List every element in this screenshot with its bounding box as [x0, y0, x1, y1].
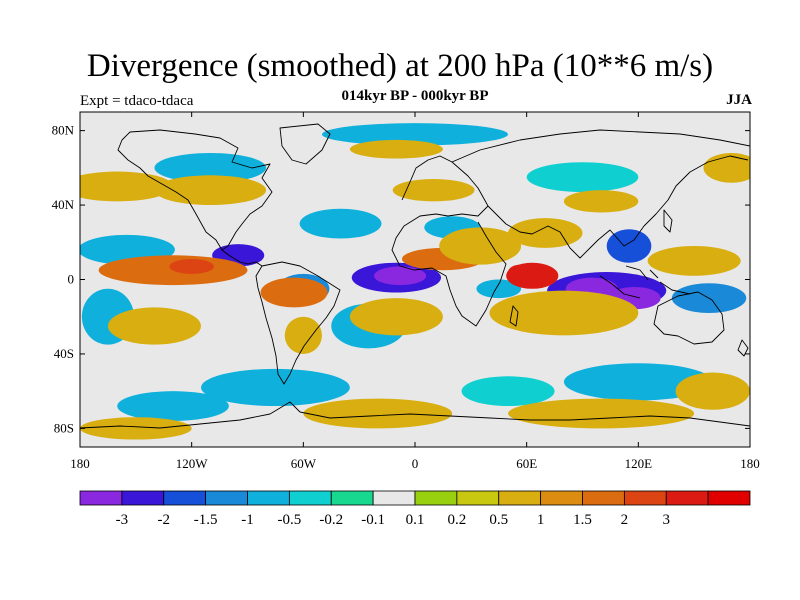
anomaly-blob-6	[606, 229, 652, 263]
anomaly-blob-15	[117, 391, 229, 421]
experiment-label: Expt = tdaco-tdaca	[80, 93, 194, 109]
colorbar-swatch-8	[414, 490, 458, 506]
colorbar-label: -1.5	[194, 512, 218, 528]
anomaly-blob-42	[675, 372, 750, 410]
anomaly-blob-44	[703, 152, 750, 183]
anomaly-blob-10	[299, 208, 382, 239]
anomaly-blob-36	[80, 171, 174, 202]
lon-tick-label: 180	[740, 456, 760, 471]
anomaly-blob-31	[489, 290, 639, 336]
lat-tick-label: 40S	[54, 346, 74, 361]
coastline-greenland	[279, 123, 331, 165]
colorbar-label: 0.5	[489, 512, 508, 528]
coastline-europe-africa	[391, 155, 507, 327]
colorbar-label: 3	[663, 512, 671, 528]
colorbar-label: -0.2	[319, 512, 343, 528]
colorbar-swatch-2	[163, 490, 207, 506]
lat-tick-label: 0	[68, 272, 75, 287]
map-axes: 80N 40N 0 40S 80S 180 120W 60W 0 60E 120E 180	[52, 112, 760, 471]
colorbar-label: 0.2	[448, 512, 467, 528]
colorbar-label: 0.1	[406, 512, 425, 528]
anomaly-blob-39	[303, 398, 453, 429]
coastline-antarctica	[80, 401, 750, 429]
colorbar-label: -0.5	[278, 512, 302, 528]
lon-tick-label: 180	[70, 456, 90, 471]
anomaly-blob-41	[80, 417, 192, 440]
lat-tick-label: 80S	[54, 420, 74, 435]
colorbar-swatch-7	[372, 490, 416, 506]
anomaly-blob-16	[563, 363, 713, 401]
chart-subtitle: 014kyr BP - 000kyr BP	[341, 88, 489, 104]
colorbar-swatch-6	[330, 490, 374, 506]
colorbar-swatch-4	[247, 490, 290, 506]
coastline-japan	[663, 209, 673, 233]
anomaly-blob-20	[526, 162, 639, 193]
anomaly-blob-37	[563, 190, 639, 213]
colorbar-label: -0.1	[361, 512, 385, 528]
coastline-maritime-continent	[599, 265, 691, 299]
anomaly-blob-19	[154, 152, 267, 183]
colorbar-swatch-10	[498, 490, 542, 506]
anomaly-field	[80, 123, 750, 440]
lon-tick-label: 120E	[625, 456, 653, 471]
colorbar-swatch-14	[665, 490, 709, 506]
chart-title: Divergence (smoothed) at 200 hPa (10**6 …	[86, 48, 714, 84]
anomaly-blob-27	[169, 259, 215, 274]
colorbar-label: -2	[158, 512, 171, 528]
anomaly-blob-17	[461, 376, 555, 407]
colorbar-label: 1.5	[573, 512, 592, 528]
anomaly-blob-28	[439, 227, 522, 265]
anomaly-blob-23	[508, 264, 535, 280]
coastline-asia	[451, 129, 750, 259]
anomaly-blob-18	[321, 123, 509, 146]
coastline-madagascar	[509, 305, 519, 327]
anomaly-blob-30	[647, 246, 741, 276]
colorbar-swatch-0	[79, 490, 123, 506]
colorbar: -3 -2 -1.5 -1 -0.5 -0.2 -0.1 0.1 0.2 0.5 1 1.5 2 3	[79, 490, 751, 528]
colorbar-label: -1	[241, 512, 254, 528]
coastline-central-america	[221, 249, 263, 267]
colorbar-swatch-11	[540, 490, 583, 506]
lat-tick-label: 80N	[52, 123, 75, 138]
coastlines	[80, 123, 750, 429]
colorbar-swatch-15	[707, 490, 751, 506]
lon-tick-label: 0	[412, 456, 419, 471]
anomaly-blob-1	[374, 266, 427, 286]
colorbar-label: 2	[621, 512, 629, 528]
colorbar-swatch-1	[121, 490, 165, 506]
colorbar-label: -3	[116, 512, 129, 528]
coastline-north-america	[117, 129, 273, 251]
coastline-south-america	[255, 261, 341, 385]
anomaly-blob-32	[107, 307, 201, 345]
season-label: JJA	[726, 92, 752, 108]
anomaly-blob-38	[392, 179, 475, 202]
anomaly-blob-40	[508, 398, 695, 429]
anomaly-blob-21	[476, 279, 522, 299]
anomaly-blob-29	[508, 218, 583, 248]
lon-tick-label: 60E	[516, 456, 537, 471]
lon-tick-label: 120W	[176, 456, 209, 471]
coastline-australia	[653, 291, 725, 345]
coastline-new-zealand	[737, 339, 749, 357]
colorbar-swatch-13	[623, 490, 667, 506]
anomaly-blob-33	[349, 298, 443, 336]
anomaly-blob-35	[154, 175, 267, 206]
colorbar-swatch-9	[456, 490, 500, 506]
anomaly-blob-25	[260, 277, 328, 308]
colorbar-swatch-3	[205, 490, 248, 506]
anomaly-blob-14	[200, 368, 350, 407]
lat-tick-label: 40N	[52, 197, 75, 212]
anomaly-blob-43	[349, 139, 443, 159]
lon-tick-label: 60W	[291, 456, 317, 471]
anomaly-blob-34	[284, 316, 322, 354]
colorbar-swatch-12	[582, 490, 625, 506]
colorbar-label: 1	[537, 512, 545, 528]
colorbar-swatch-5	[288, 490, 332, 506]
